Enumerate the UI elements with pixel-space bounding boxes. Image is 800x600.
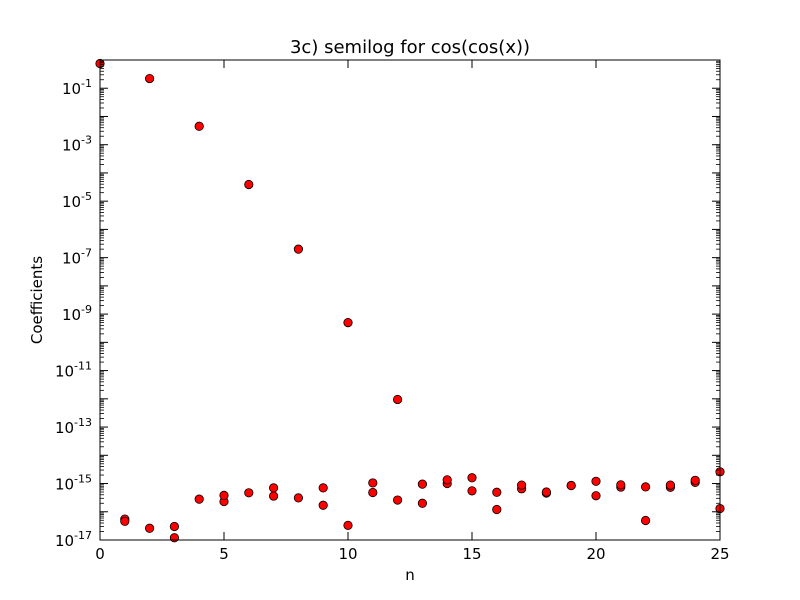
data-point xyxy=(268,483,279,493)
y-tick-label: 10-9 xyxy=(62,303,92,324)
data-point xyxy=(492,487,502,497)
data-point xyxy=(566,480,576,491)
data-point xyxy=(120,516,130,526)
data-points xyxy=(95,58,725,543)
data-point xyxy=(591,491,601,501)
y-tick-label: 10-17 xyxy=(55,529,92,550)
y-tick-label: 10-7 xyxy=(62,247,92,268)
data-point xyxy=(219,490,229,500)
x-tick-label: 5 xyxy=(219,545,229,563)
data-point xyxy=(145,523,155,533)
y-axis-label: Coefficients xyxy=(28,256,46,344)
x-axis-label: n xyxy=(405,566,415,584)
y-tick-label: 10-3 xyxy=(62,134,92,155)
data-point xyxy=(690,475,700,485)
data-point xyxy=(169,533,179,543)
x-tick-label: 20 xyxy=(586,545,605,563)
data-point xyxy=(640,482,651,492)
data-point xyxy=(194,121,204,131)
data-point xyxy=(442,475,452,485)
x-tick-label: 25 xyxy=(710,545,729,563)
data-point xyxy=(318,483,328,493)
data-point xyxy=(516,480,527,490)
x-axis-ticks: 0 5 10 15 20 25 xyxy=(95,60,730,563)
data-point xyxy=(467,473,477,483)
y-tick-label: 10-15 xyxy=(55,473,92,494)
data-point xyxy=(665,480,676,490)
x-tick-label: 15 xyxy=(462,545,481,563)
data-point xyxy=(145,73,155,84)
x-tick-label: 0 xyxy=(95,545,105,563)
data-point xyxy=(368,478,378,488)
data-point xyxy=(417,479,427,489)
data-point xyxy=(591,476,601,486)
y-tick-label: 10-13 xyxy=(55,416,92,437)
plot-frame xyxy=(99,59,721,541)
y-tick-label: 10-5 xyxy=(62,190,92,211)
data-point xyxy=(492,504,502,515)
data-point xyxy=(318,500,328,510)
data-point xyxy=(244,179,254,190)
data-point xyxy=(640,515,651,526)
y-axis-ticks: 10-1 10-3 10-5 10-7 10-9 10-11 10-13 10-15 10-17 xyxy=(55,59,720,550)
data-point xyxy=(343,520,353,530)
data-point xyxy=(169,521,179,532)
data-point xyxy=(268,491,279,501)
data-point xyxy=(368,487,378,498)
x-tick-label: 10 xyxy=(338,545,357,563)
data-point xyxy=(293,244,303,254)
data-point xyxy=(541,487,552,497)
data-point xyxy=(616,480,626,490)
data-point xyxy=(244,488,254,498)
data-point xyxy=(293,493,303,503)
y-tick-label: 10-11 xyxy=(55,360,92,381)
data-point xyxy=(467,486,477,496)
chart-title: 3c) semilog for cos(cos(x)) xyxy=(290,37,530,58)
data-point xyxy=(392,495,403,505)
data-point xyxy=(392,394,403,405)
data-point xyxy=(194,494,204,504)
data-point xyxy=(417,498,427,508)
data-point xyxy=(343,318,353,328)
y-tick-label: 10-1 xyxy=(62,77,92,98)
